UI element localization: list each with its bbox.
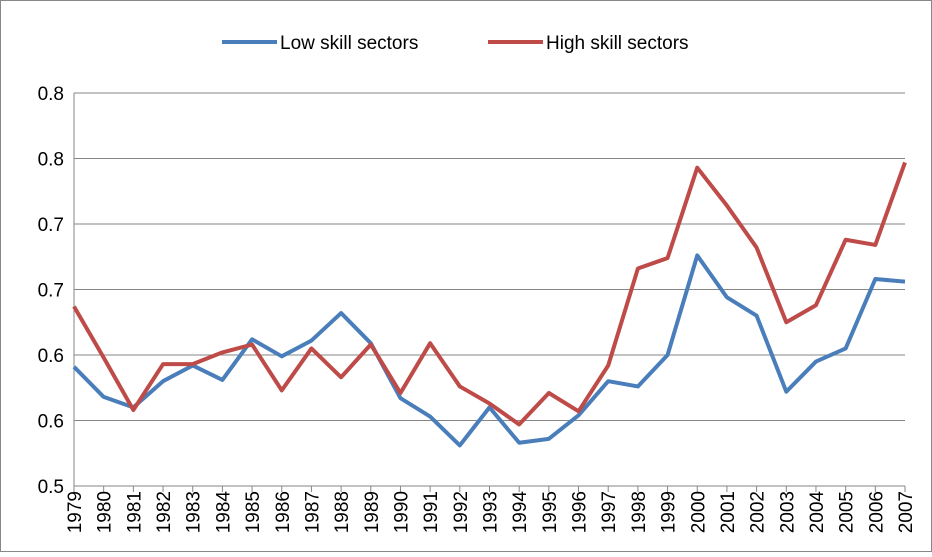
- series-line: [72, 161, 907, 427]
- x-tick-label: 1984: [213, 491, 234, 534]
- x-tick-label: 2004: [807, 491, 828, 534]
- x-tick-label: 1991: [421, 491, 442, 533]
- x-tick-label: 2006: [866, 491, 887, 533]
- x-tick-label: 1994: [510, 491, 531, 534]
- x-tick-label: 1979: [65, 491, 86, 533]
- legend-label: Low skill sectors: [280, 33, 418, 54]
- x-tick-label: 1993: [481, 491, 502, 533]
- y-tick-label: 0.7: [38, 281, 64, 302]
- y-tick-label: 0.5: [38, 477, 64, 498]
- x-tick-label: 1997: [599, 491, 620, 533]
- x-tick-label: 1995: [540, 491, 561, 533]
- x-tick-label: 1986: [273, 491, 294, 533]
- x-tick-label: 1987: [302, 491, 323, 533]
- x-tick-label: 1983: [184, 491, 205, 533]
- x-tick-label: 1980: [95, 491, 116, 533]
- y-tick-label: 0.6: [38, 346, 64, 367]
- x-tick-label: 1982: [154, 491, 175, 533]
- x-tick-label: 1985: [243, 491, 264, 533]
- x-tick-label: 2000: [688, 491, 709, 533]
- x-tick-label: 2005: [837, 491, 858, 533]
- x-tick-label: 2003: [777, 491, 798, 533]
- y-tick-label: 0.8: [38, 84, 64, 105]
- x-tick-label: 2007: [896, 491, 917, 533]
- x-tick-label: 1998: [629, 491, 650, 533]
- legend-label: High skill sectors: [546, 33, 689, 54]
- x-tick-label: 1996: [570, 491, 591, 533]
- series-line: [72, 253, 906, 448]
- x-tick-label: 1999: [659, 491, 680, 533]
- x-tick-label: 2001: [718, 491, 739, 533]
- x-tick-label: 1981: [124, 491, 145, 533]
- x-tick-label: 1992: [451, 491, 472, 533]
- x-tick-label: 1990: [391, 491, 412, 533]
- y-tick-label: 0.6: [38, 412, 64, 433]
- y-tick-label: 0.8: [38, 150, 64, 171]
- x-tick-label: 1989: [362, 491, 383, 533]
- x-tick-label: 2002: [748, 491, 769, 533]
- y-tick-label: 0.7: [38, 215, 64, 236]
- x-tick-label: 1988: [332, 491, 353, 533]
